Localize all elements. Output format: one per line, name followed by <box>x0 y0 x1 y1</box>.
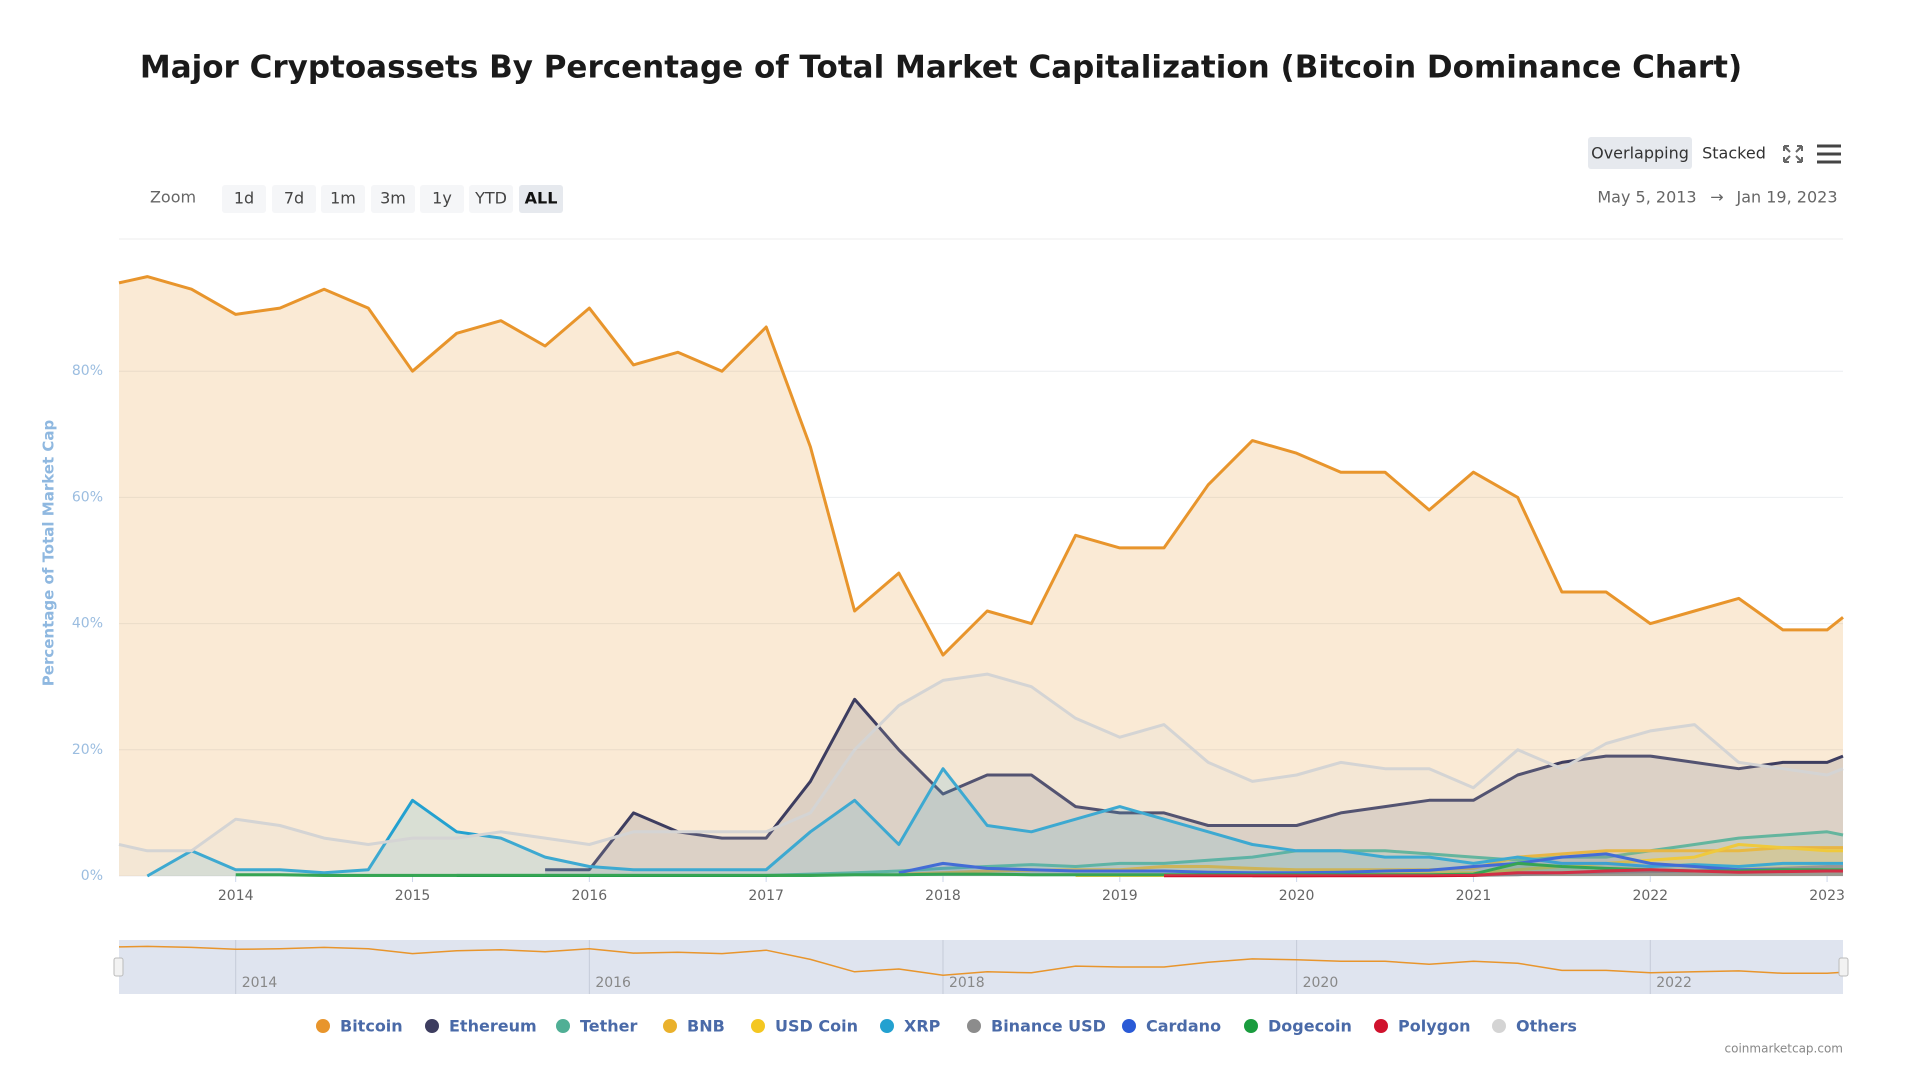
mode-button[interactable]: Overlapping <box>1591 144 1689 163</box>
mode-button[interactable]: Stacked <box>1702 144 1766 163</box>
legend-label[interactable]: Cardano <box>1146 1017 1221 1036</box>
chart-title: Major Cryptoassets By Percentage of Tota… <box>140 50 1742 86</box>
legend-marker[interactable] <box>1122 1019 1136 1033</box>
legend-marker[interactable] <box>967 1019 981 1033</box>
series-line <box>545 697 1844 872</box>
zoom-button[interactable]: 7d <box>284 189 304 208</box>
x-tick-label: 2023 <box>1809 888 1845 904</box>
legend-label[interactable]: BNB <box>687 1017 725 1036</box>
navigator-tick-label: 2018 <box>949 975 985 991</box>
legend-marker[interactable] <box>316 1019 330 1033</box>
legend-marker[interactable] <box>880 1019 894 1033</box>
series-area <box>119 674 1843 876</box>
zoom-button[interactable]: ALL <box>525 189 558 208</box>
navigator-handle[interactable] <box>113 957 124 977</box>
x-tick-label: 2016 <box>572 888 608 904</box>
series-area <box>1075 844 1843 876</box>
series-line <box>118 672 1844 853</box>
mode-active-bg <box>1588 137 1692 169</box>
x-tick-label: 2021 <box>1456 888 1492 904</box>
navigator-tick-label: 2016 <box>595 975 631 991</box>
y-tick-label: 40% <box>72 616 103 632</box>
series-line <box>898 852 1844 875</box>
zoom-button-bg[interactable] <box>469 185 513 213</box>
zoom-button[interactable]: 1y <box>432 189 452 208</box>
x-tick-label: 2017 <box>748 888 784 904</box>
series-line <box>146 767 1843 878</box>
navigator-handle[interactable] <box>1838 957 1849 977</box>
series-area <box>545 699 1843 876</box>
legend-label[interactable]: Polygon <box>1398 1017 1470 1036</box>
legend-label[interactable]: Binance USD <box>991 1017 1106 1036</box>
legend-label[interactable]: Dogecoin <box>1268 1017 1352 1036</box>
legend: Bitcoin Ethereum Tether BNB USD Coin XRP Binan… <box>316 1017 1577 1036</box>
legend-marker[interactable] <box>1374 1019 1388 1033</box>
x-tick-label: 2022 <box>1632 888 1668 904</box>
fullscreen-icon[interactable] <box>1783 145 1803 163</box>
x-tick-label: 2014 <box>218 888 254 904</box>
y-tick-label: 0% <box>81 868 103 884</box>
zoom-button[interactable]: 1m <box>330 189 356 208</box>
legend-marker[interactable] <box>751 1019 765 1033</box>
y-tick-label: 80% <box>72 363 103 379</box>
range-arrow: → <box>1710 188 1723 207</box>
menu-icon[interactable] <box>1817 144 1841 164</box>
legend-label[interactable]: USD Coin <box>775 1017 858 1036</box>
series-line <box>235 861 1843 877</box>
range-to[interactable]: Jan 19, 2023 <box>1736 188 1838 207</box>
credit: coinmarketcap.com <box>1725 1042 1843 1056</box>
y-axis-title: Percentage of Total Market Cap <box>40 420 58 687</box>
x-tick-label: 2020 <box>1279 888 1315 904</box>
zoom-button-bg[interactable] <box>222 185 266 213</box>
navigator-tick-label: 2020 <box>1303 975 1339 991</box>
x-tick-label: 2019 <box>1102 888 1138 904</box>
legend-marker[interactable] <box>1492 1019 1506 1033</box>
legend-marker[interactable] <box>663 1019 677 1033</box>
x-tick-label: 2015 <box>395 888 431 904</box>
zoom-button-bg[interactable] <box>420 185 464 213</box>
zoom-button-bg[interactable] <box>519 185 563 213</box>
navigator-line <box>118 945 1844 976</box>
zoom-button-bg[interactable] <box>321 185 365 213</box>
zoom-label: Zoom <box>150 188 196 207</box>
navigator-tick-label: 2014 <box>242 975 278 991</box>
series-area <box>1252 866 1843 876</box>
legend-label[interactable]: Bitcoin <box>340 1017 403 1036</box>
legend-label[interactable]: Ethereum <box>449 1017 537 1036</box>
plot-area: 0% 20% 40% 60% 80% 2014 2015 2016 2017 2018 2019 20… <box>72 275 1845 904</box>
series-area <box>147 768 1843 876</box>
legend-marker[interactable] <box>425 1019 439 1033</box>
zoom-button-bg[interactable] <box>371 185 415 213</box>
navigator: 2014 2016 2018 2020 2022 <box>118 940 1844 994</box>
series-area <box>235 863 1844 876</box>
legend-label[interactable]: Others <box>1516 1017 1577 1036</box>
zoom-button[interactable]: 3m <box>380 189 406 208</box>
series-area <box>119 276 1843 877</box>
y-tick-label: 20% <box>72 742 103 758</box>
range-from[interactable]: May 5, 2013 <box>1597 188 1696 207</box>
x-tick-label: 2018 <box>925 888 961 904</box>
series-line <box>1164 868 1843 878</box>
legend-label[interactable]: Tether <box>580 1017 638 1036</box>
zoom-button[interactable]: YTD <box>474 189 507 208</box>
zoom-button-bg[interactable] <box>272 185 316 213</box>
y-tick-label: 60% <box>72 489 103 505</box>
navigator-bg[interactable] <box>119 940 1843 994</box>
series-line <box>118 275 1844 657</box>
legend-marker[interactable] <box>556 1019 570 1033</box>
legend-label[interactable]: XRP <box>904 1017 941 1036</box>
navigator-tick-label: 2022 <box>1656 975 1692 991</box>
legend-marker[interactable] <box>1244 1019 1258 1033</box>
zoom-button[interactable]: 1d <box>234 189 254 208</box>
